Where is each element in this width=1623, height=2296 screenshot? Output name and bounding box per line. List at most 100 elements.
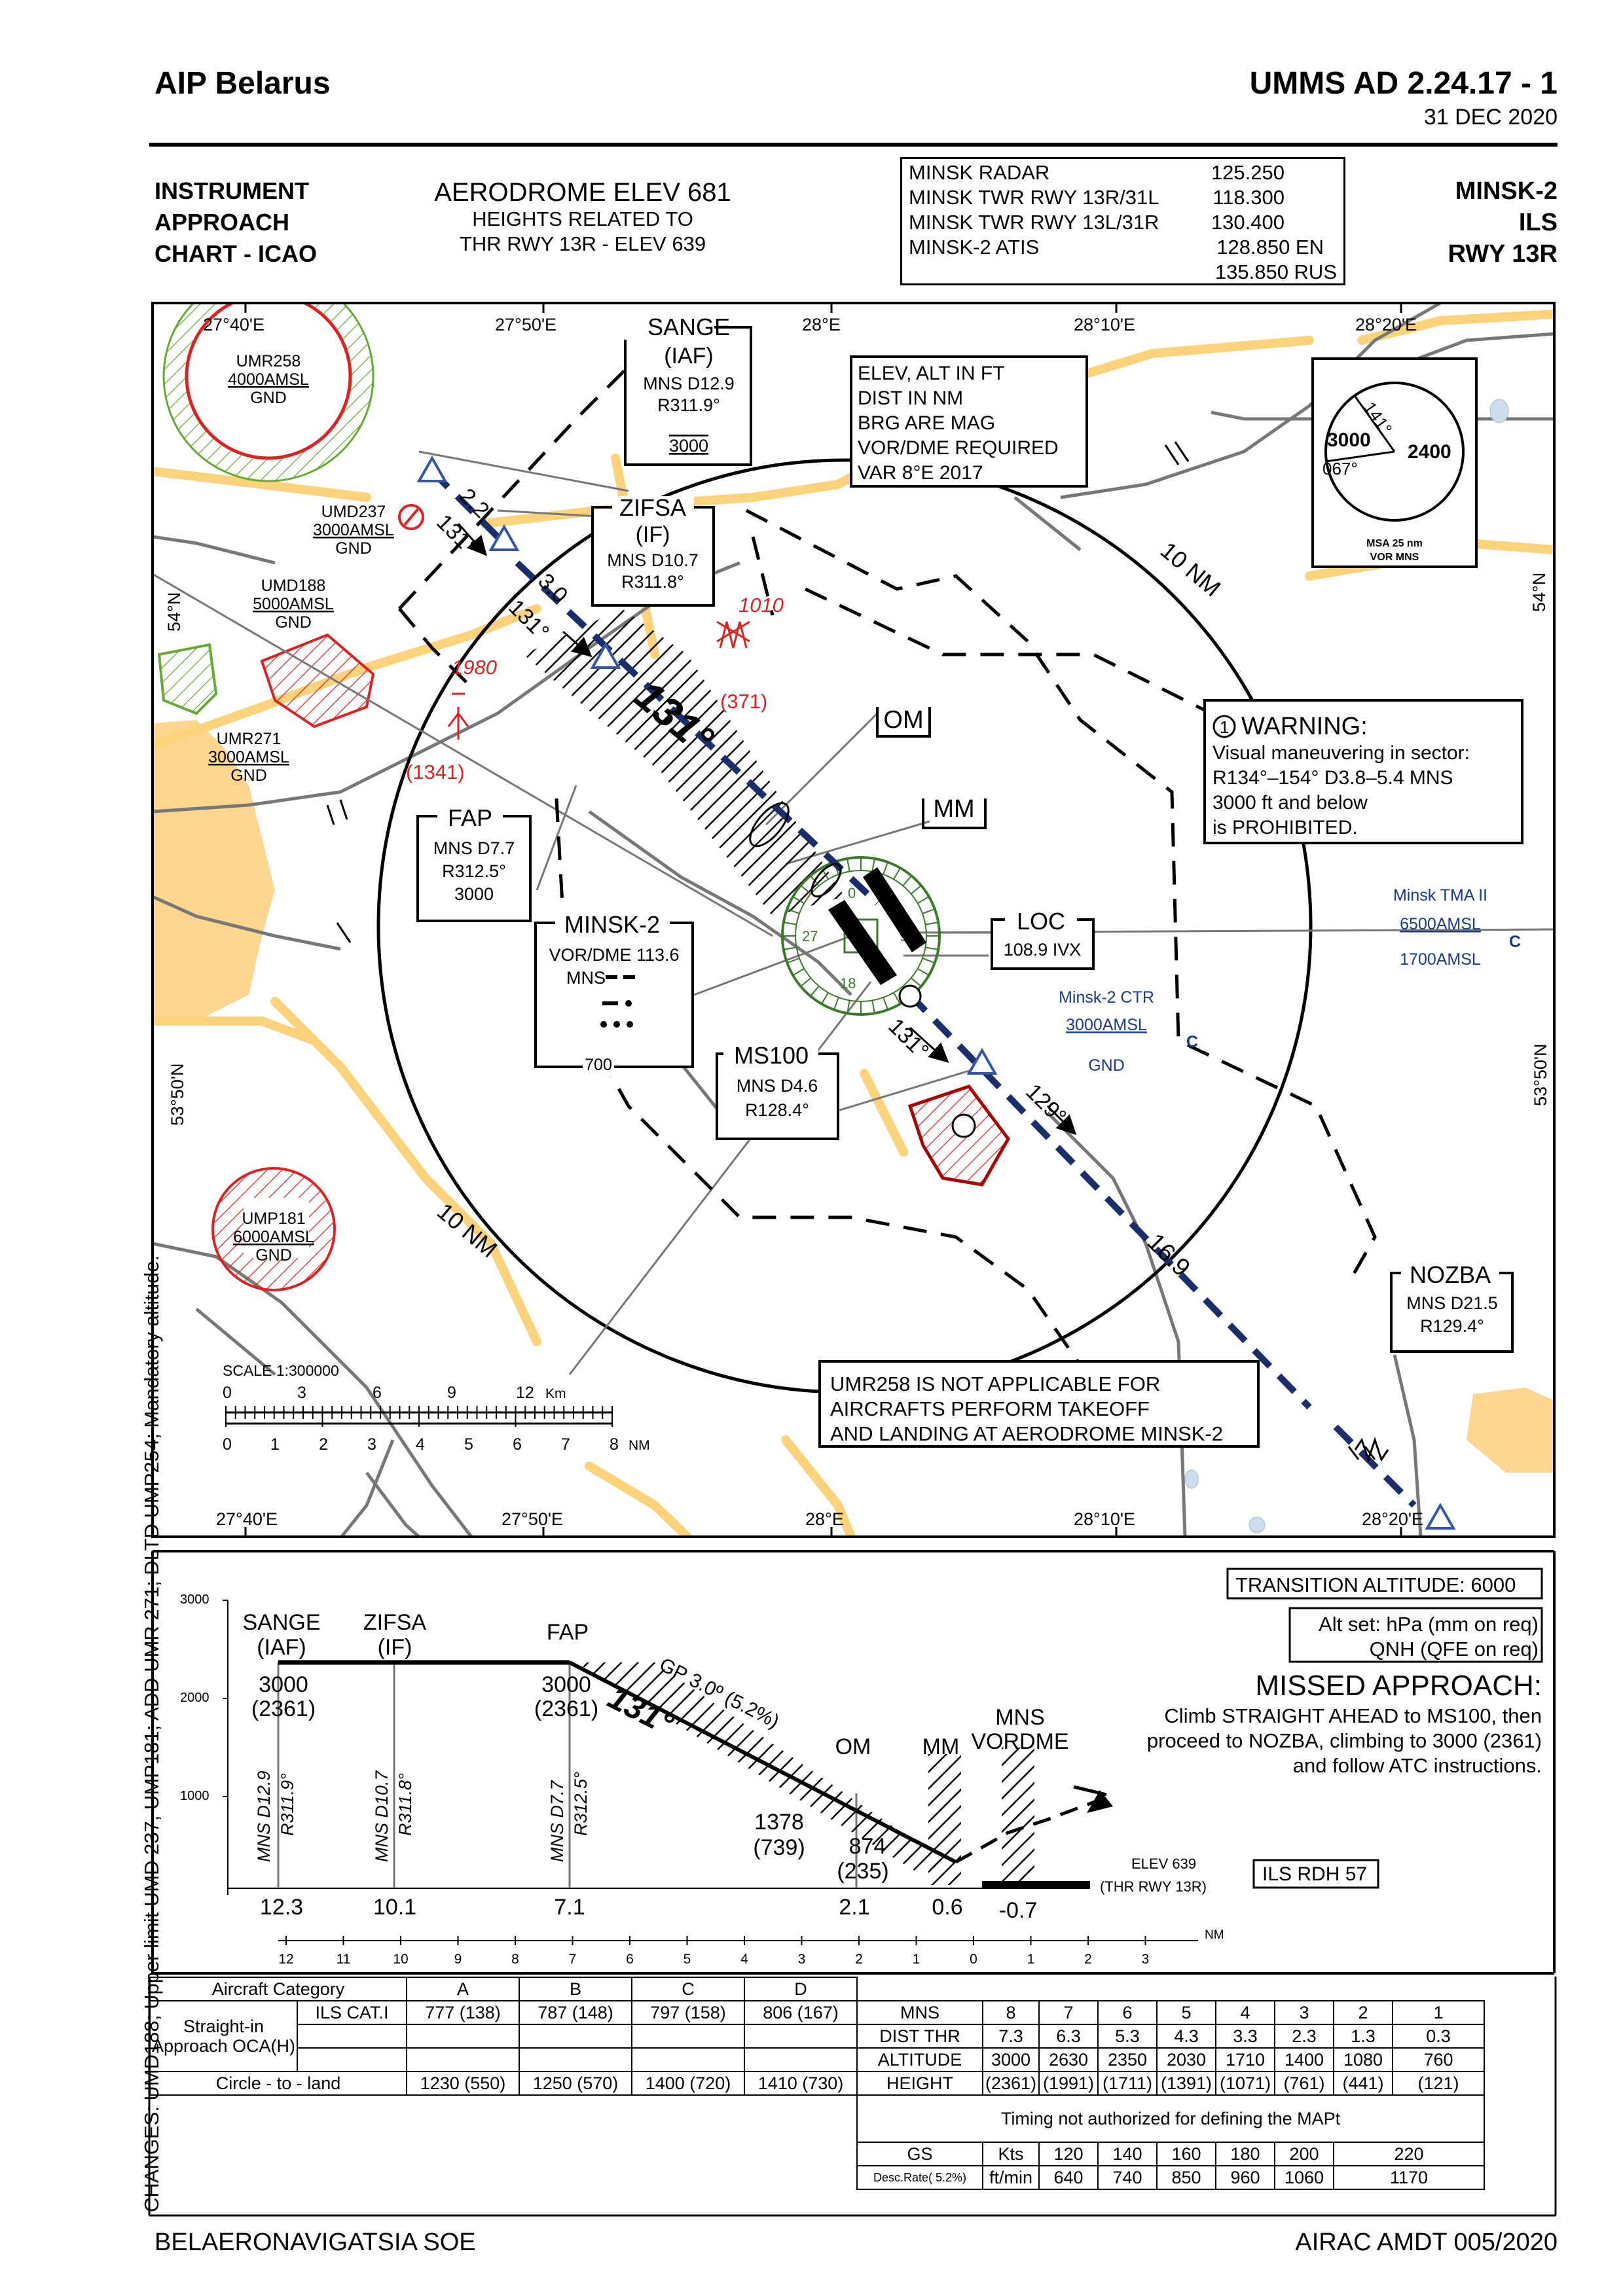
mm-label-box: MM [922, 795, 987, 829]
publisher: BELAERONAVIGATSIA SOE [155, 2229, 476, 2256]
svg-text:3000AMSL: 3000AMSL [1066, 1016, 1147, 1034]
lon-label: 27°40'E [203, 315, 264, 334]
umr258-note-box [818, 1360, 1260, 1448]
svg-text:MNS D10.7: MNS D10.7 [372, 1770, 392, 1862]
svg-text:UMR258: UMR258 [236, 352, 301, 370]
svg-text:MNS D4.6: MNS D4.6 [737, 1076, 818, 1096]
nm-axis-label: 2 [855, 1952, 863, 1967]
om-label-box: OM [876, 706, 931, 738]
svg-text:27: 27 [802, 928, 818, 944]
svg-text:AND LANDING AT AERODROME MINSK: AND LANDING AT AERODROME MINSK-2 [830, 1422, 1223, 1445]
nm-axis-label: 12 [278, 1952, 293, 1967]
svg-text:is PROHIBITED.: is PROHIBITED. [1213, 817, 1358, 838]
lat-label: 54°N [1529, 573, 1549, 612]
nm-axis-label: 2 [1084, 1952, 1092, 1967]
lat-label: 53°50'N [168, 1063, 187, 1126]
ring-label: 10 NM [1156, 537, 1226, 602]
svg-text:C: C [1509, 933, 1521, 951]
airac-amendment: AIRAC AMDT 005/2020 [1295, 2229, 1558, 2256]
svg-text:(IAF): (IAF) [664, 344, 714, 368]
ms100-box [716, 1052, 839, 1140]
svg-text:MNS D10.7: MNS D10.7 [607, 550, 699, 570]
umd237-symbol [398, 504, 424, 530]
svg-text:3: 3 [297, 1384, 306, 1402]
svg-text:MSA 25 nm: MSA 25 nm [1366, 538, 1423, 549]
svg-text:FAP: FAP [547, 1620, 589, 1645]
svg-text:C: C [1186, 1033, 1198, 1051]
runway-13r [828, 900, 897, 985]
svg-text:LOC: LOC [1017, 908, 1065, 935]
svg-text:874: 874 [849, 1834, 886, 1859]
umr258-note: UMR258 IS NOT APPLICABLE FOR AIRCRAFTS P… [830, 1372, 1223, 1445]
svg-text:3000: 3000 [180, 1592, 210, 1607]
nm-axis-label: 3 [1142, 1952, 1150, 1967]
svg-text:WARNING:: WARNING: [1241, 713, 1368, 740]
svg-text:6: 6 [513, 1435, 522, 1454]
svg-text:VOR/DME 113.6: VOR/DME 113.6 [549, 945, 679, 965]
header-rule [149, 143, 1558, 147]
svg-text:3000AMSL: 3000AMSL [313, 521, 394, 539]
obstacle-height: (371) [720, 690, 767, 713]
minsk2-box [534, 922, 694, 1068]
warning-note: 1 WARNING: Visual maneuvering in sector:… [1213, 713, 1470, 838]
svg-text:1378: 1378 [754, 1810, 804, 1835]
aerodrome-elevation: AERODROME ELEV 681 HEIGHTS RELATED TO TH… [434, 178, 731, 255]
sange-box [624, 326, 752, 466]
svg-text:GND: GND [335, 539, 372, 558]
svg-text:R311.8°: R311.8° [621, 572, 684, 592]
svg-text:MNS: MNS [566, 968, 606, 988]
svg-text:067°: 067° [1322, 459, 1358, 478]
svg-text:131°: 131° [883, 1014, 934, 1064]
svg-text:UMR258 IS NOT APPLICABLE FOR: UMR258 IS NOT APPLICABLE FOR [830, 1372, 1160, 1395]
lon-label: 28°20'E [1355, 315, 1417, 334]
svg-text:R312.5°: R312.5° [442, 861, 506, 881]
svg-text:OM: OM [883, 706, 923, 734]
nm-axis-label: 3 [798, 1952, 806, 1967]
nm-axis-label: 7 [569, 1952, 577, 1967]
svg-text:FAP: FAP [448, 804, 492, 831]
nm-axis-label: 1 [913, 1952, 921, 1967]
svg-text:3000: 3000 [1327, 429, 1371, 451]
notes-box [850, 355, 1088, 488]
area-umr271 [157, 643, 218, 715]
lat-label: 54°N [164, 592, 184, 632]
svg-text:NOZBA: NOZBA [1410, 1261, 1491, 1288]
obstacle-icon [447, 620, 750, 740]
nm-axis-label: 8 [511, 1952, 519, 1967]
nm-axis-label: 11 [337, 1952, 351, 1967]
svg-text:GND: GND [250, 389, 287, 407]
svg-text:Minsk TMA II: Minsk TMA II [1393, 886, 1487, 905]
page-id: UMMS AD 2.24.17 - 1 [1249, 66, 1558, 101]
obstacle-elev: 1980 [452, 656, 497, 679]
svg-text:MNS: MNS [995, 1705, 1045, 1730]
svg-text:QNH (QFE on req): QNH (QFE on req) [1370, 1638, 1539, 1660]
svg-text:UMD237: UMD237 [321, 503, 386, 521]
changes-note: CHANGES: UMD188; Upper limit UMD 237, UM… [140, 1255, 163, 2212]
svg-text:6: 6 [373, 1384, 382, 1402]
svg-text:MM: MM [933, 795, 974, 823]
svg-text:VAR 8°E 2017: VAR 8°E 2017 [858, 462, 983, 484]
svg-text:3000: 3000 [259, 1672, 308, 1697]
svg-text:(739): (739) [753, 1835, 805, 1860]
svg-text:MM: MM [922, 1734, 960, 1759]
lon-label: 27°50'E [501, 1509, 563, 1529]
svg-text:VOR/DME REQUIRED: VOR/DME REQUIRED [858, 437, 1059, 459]
svg-text:VOR MNS: VOR MNS [1370, 552, 1419, 563]
lon-label: 27°50'E [495, 315, 556, 334]
svg-text:3000: 3000 [669, 436, 708, 456]
svg-text:7: 7 [561, 1435, 570, 1454]
transition-altitude: TRANSITION ALTITUDE: 6000 [1235, 1573, 1516, 1596]
plan-view: 0 9 18 27 [151, 302, 1556, 1538]
area-umr258 [162, 303, 374, 482]
svg-text:1: 1 [270, 1435, 280, 1454]
effective-date: 31 DEC 2020 [1423, 105, 1558, 130]
svg-text:3000AMSL: 3000AMSL [208, 748, 289, 766]
svg-text:VORDME: VORDME [971, 1729, 1068, 1754]
area-ump181 [211, 1167, 336, 1291]
scale-bar: SCALE 1:300000 0 3 6 9 12 Km 0 1 2 3 4 5… [223, 1362, 650, 1454]
om-marker-icon [749, 802, 790, 848]
lat-label: 53°50'N [1531, 1043, 1550, 1106]
warning-box [1203, 699, 1523, 844]
svg-text:UMP181: UMP181 [242, 1210, 305, 1228]
lon-label: 28°E [802, 315, 841, 334]
